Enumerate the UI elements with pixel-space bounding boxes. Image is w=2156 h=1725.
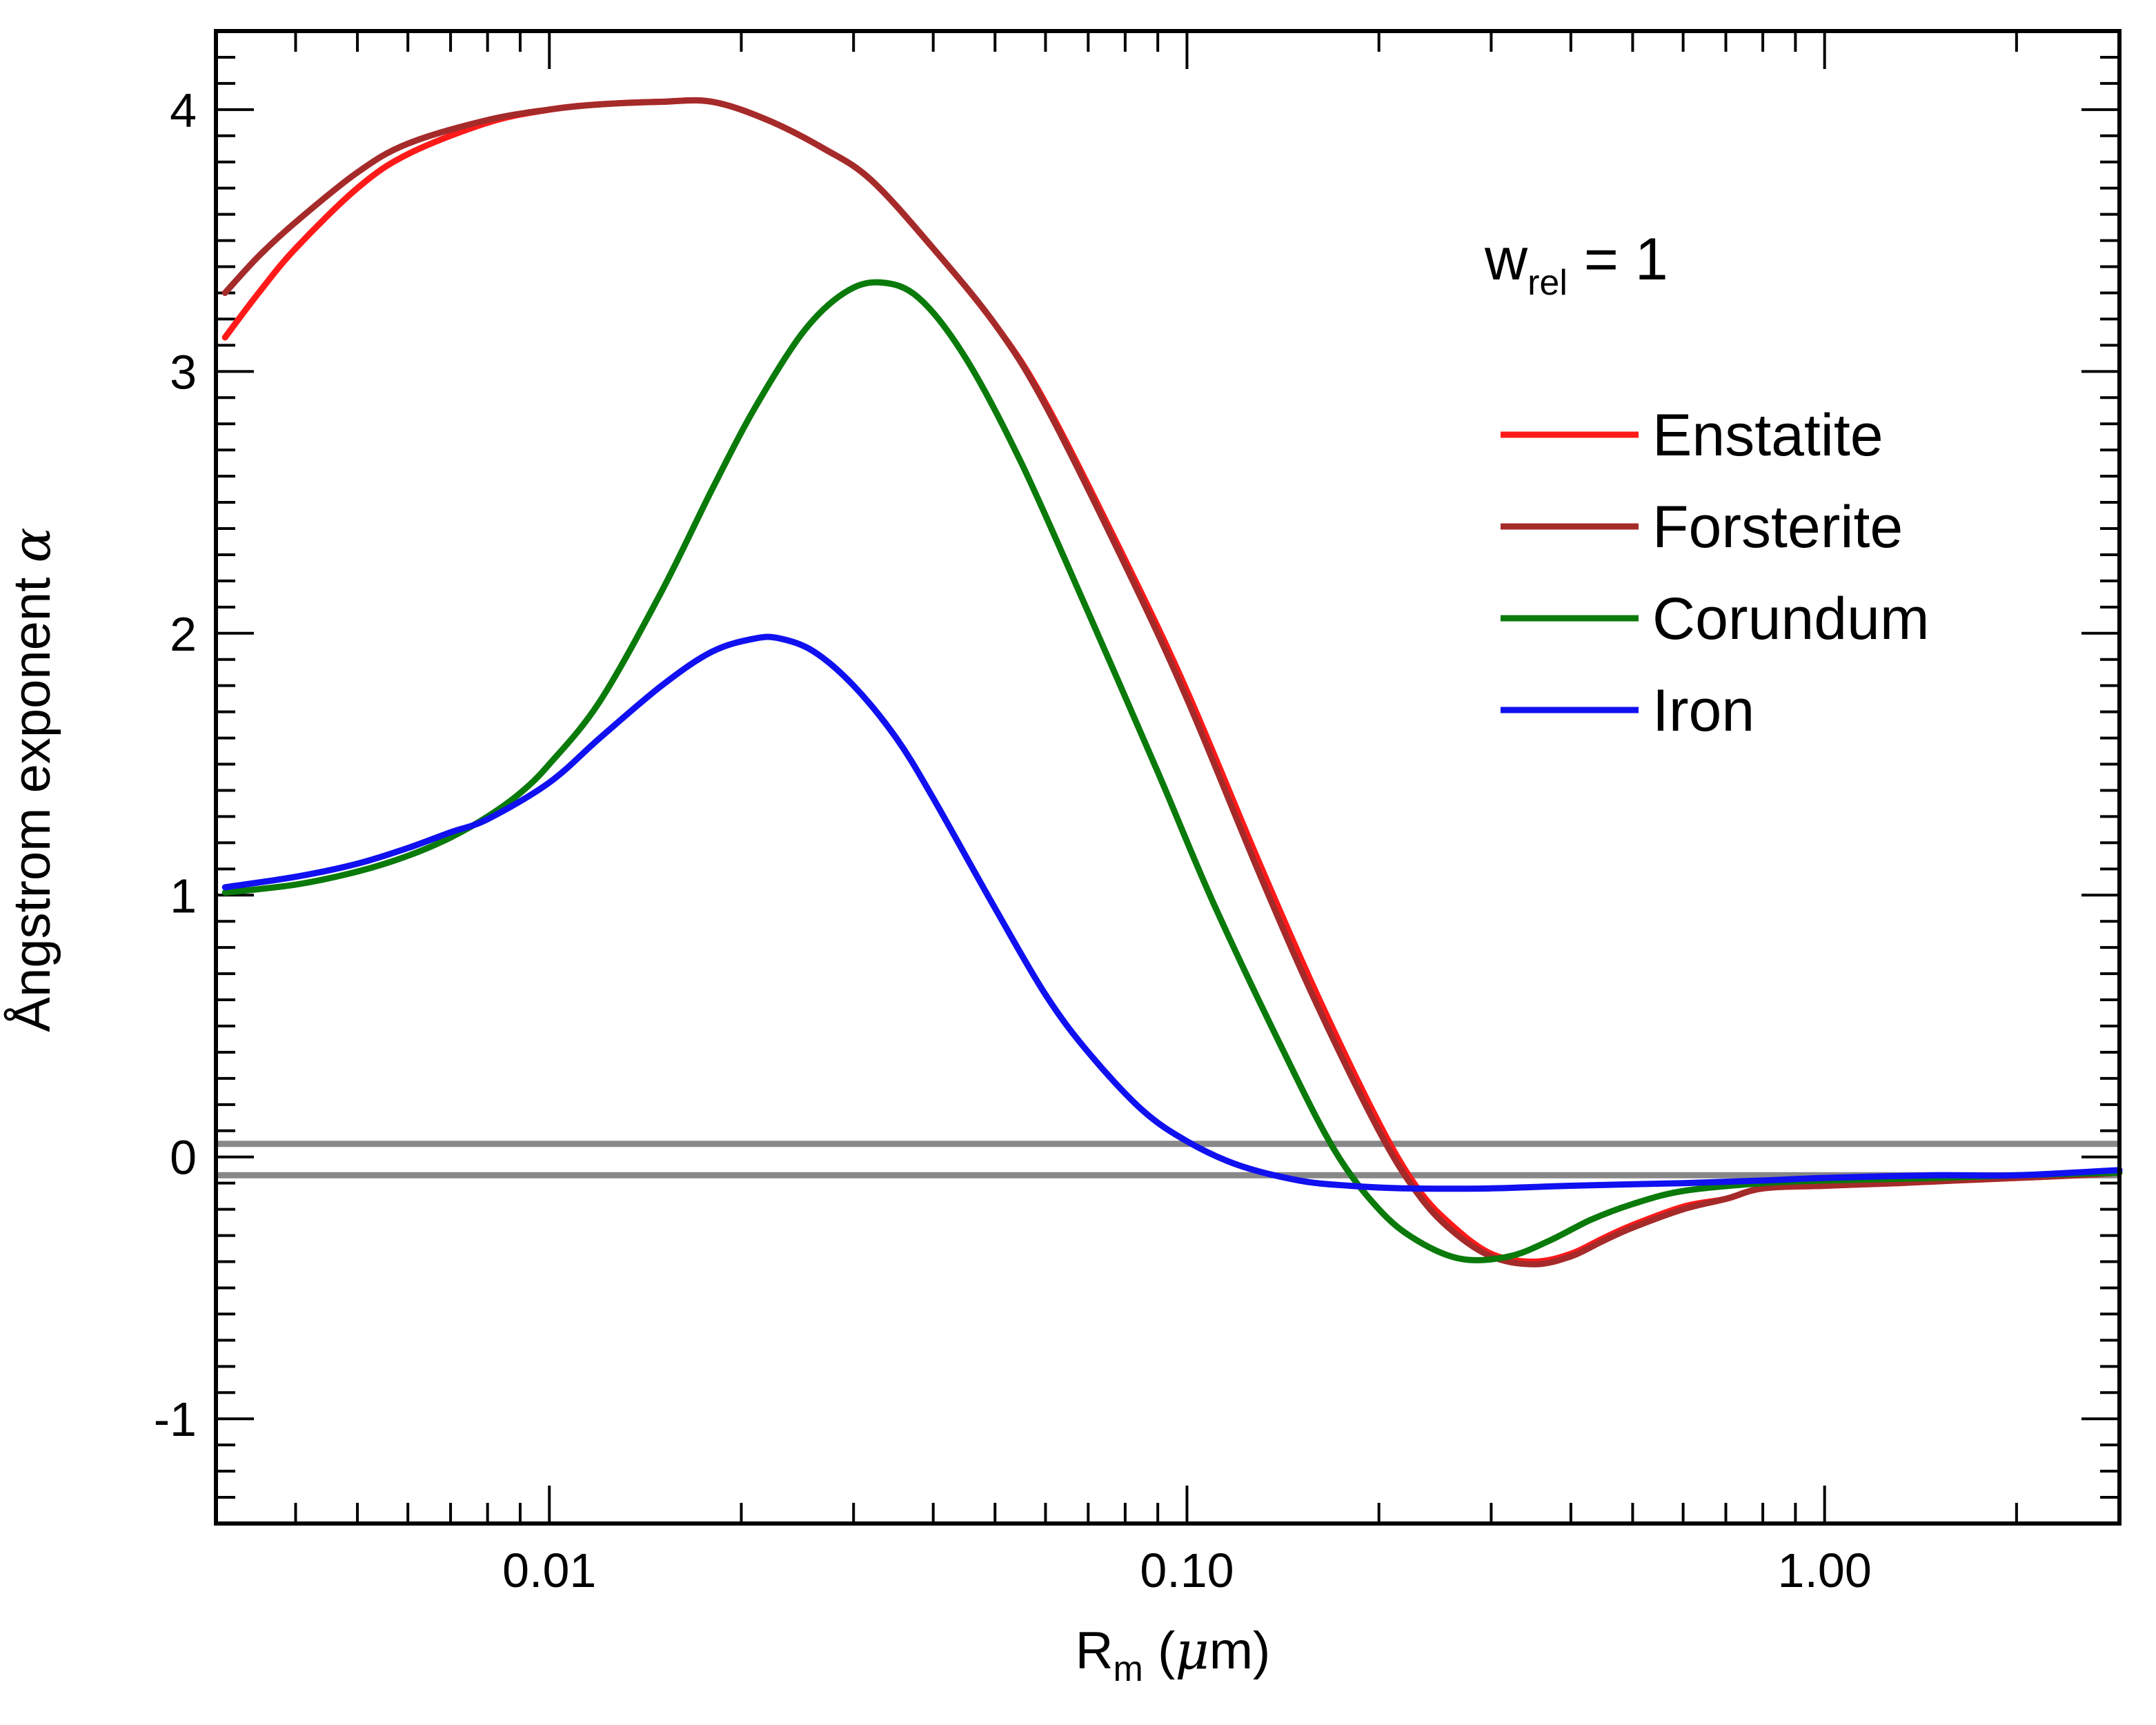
legend-label-corundum: Corundum (1652, 586, 1930, 652)
x-axis-title-paren: ( (1143, 1621, 1175, 1680)
y-tick-label: 1 (170, 869, 197, 923)
x-axis-title: Rm (μm) (1076, 1619, 1271, 1689)
y-axis-title: Ångstrom exponent α (1, 527, 62, 1032)
series-line-forsterite (221, 97, 2123, 1268)
y-tick-label: -1 (154, 1392, 197, 1446)
x-tick-label: 0.10 (1140, 1544, 1234, 1597)
y-tick-label: 0 (170, 1131, 197, 1185)
annotation-rest: = 1 (1567, 226, 1668, 293)
y-tick-label: 2 (170, 607, 197, 661)
annotation-subscript: rel (1527, 263, 1567, 303)
series-line-corundum (221, 279, 2123, 1263)
legend: Enstatite Forsterite Corundum Iron (1501, 402, 1930, 744)
annotation-main: w (1484, 226, 1528, 293)
w-rel-annotation: wrel = 1 (1484, 226, 1668, 303)
x-axis-title-main: R (1076, 1621, 1114, 1680)
data-series (221, 97, 2123, 1268)
x-axis-title-subscript: m (1114, 1649, 1143, 1689)
reference-lines (216, 1141, 2119, 1179)
x-axis-title-unit: m) (1209, 1621, 1271, 1680)
x-tick-label: 0.01 (502, 1544, 596, 1597)
y-axis-title-alpha: α (1, 527, 62, 562)
y-axis-title-text: Ångstrom exponent (3, 563, 61, 1032)
x-axis-title-mu: μ (1175, 1619, 1209, 1681)
legend-label-iron: Iron (1652, 678, 1754, 744)
legend-label-forsterite: Forsterite (1652, 494, 1903, 560)
y-tick-label: 4 (170, 83, 197, 137)
plot-frame (214, 29, 2122, 1526)
tick-labels: 0.01 0.10 1.00 -1 0 1 2 3 4 (154, 83, 1872, 1597)
y-tick-label: 3 (170, 345, 197, 399)
series-line-iron (221, 633, 2123, 1192)
x-tick-label: 1.00 (1778, 1544, 1872, 1597)
legend-label-enstatite: Enstatite (1652, 402, 1883, 469)
